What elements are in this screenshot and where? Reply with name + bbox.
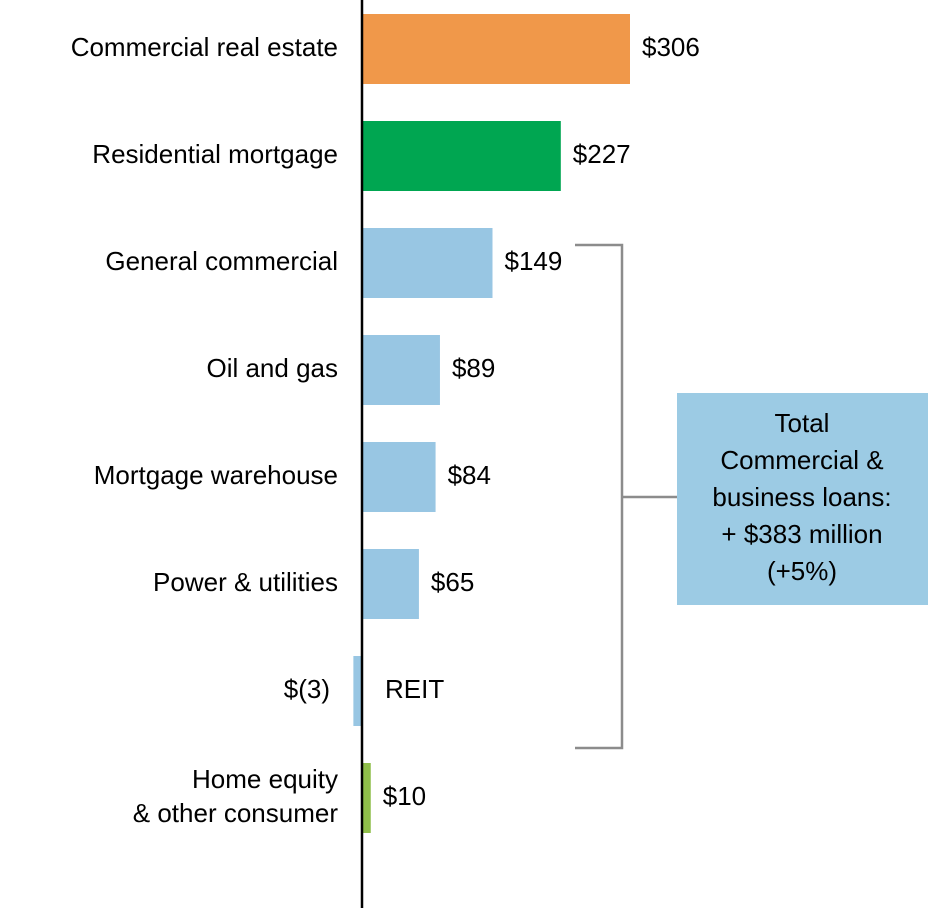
annotation-text: business loans: bbox=[712, 482, 891, 512]
value-label: $84 bbox=[448, 460, 491, 490]
annotation-box bbox=[677, 393, 928, 605]
bar bbox=[362, 121, 561, 191]
bar bbox=[353, 656, 362, 726]
bracket bbox=[575, 243, 677, 750]
annotation-text: (+5%) bbox=[767, 556, 837, 586]
value-label: $(3) bbox=[284, 674, 330, 704]
annotation-text: Total bbox=[775, 408, 830, 438]
category-label: Home equity & other consumer bbox=[133, 764, 339, 828]
bar bbox=[362, 335, 440, 405]
value-label: $10 bbox=[383, 781, 426, 811]
value-label: $227 bbox=[573, 139, 631, 169]
category-label: Oil and gas bbox=[206, 353, 338, 383]
bar bbox=[362, 228, 493, 298]
category-label: General commercial bbox=[105, 246, 338, 276]
annotation-text: + $383 million bbox=[721, 519, 882, 549]
value-label: $89 bbox=[452, 353, 495, 383]
value-label: $65 bbox=[431, 567, 474, 597]
category-label: Commercial real estate bbox=[71, 32, 338, 62]
bar bbox=[362, 14, 630, 84]
bar bbox=[362, 763, 371, 833]
category-label: REIT bbox=[385, 674, 444, 704]
bar bbox=[362, 442, 436, 512]
bar bbox=[362, 549, 419, 619]
value-label: $149 bbox=[504, 246, 562, 276]
category-label: Power & utilities bbox=[153, 567, 338, 597]
category-label: Mortgage warehouse bbox=[94, 460, 338, 490]
annotation-text: Commercial & bbox=[720, 445, 883, 475]
value-label: $306 bbox=[642, 32, 700, 62]
category-label: Residential mortgage bbox=[92, 139, 338, 169]
